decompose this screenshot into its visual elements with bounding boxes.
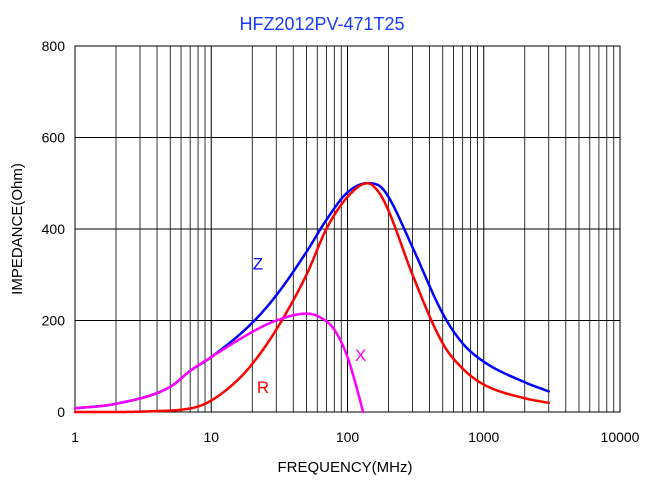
curves bbox=[73, 182, 551, 414]
curve-labels: Z R X bbox=[253, 254, 367, 397]
y-axis-label: IMPEDANCE(Ohm) bbox=[9, 163, 26, 295]
y-tick-label: 400 bbox=[42, 221, 66, 237]
y-tick-label: 200 bbox=[42, 313, 66, 329]
series-r-line bbox=[73, 182, 551, 414]
x-axis-label: FREQUENCY(MHz) bbox=[278, 459, 413, 476]
curve-label-z: Z bbox=[253, 254, 263, 273]
y-tick-label: 600 bbox=[42, 130, 66, 146]
x-tick-label: 10000 bbox=[601, 429, 640, 445]
series-x-line bbox=[73, 312, 365, 414]
x-tick-label: 1000 bbox=[468, 429, 499, 445]
tick-labels: 1 10 100 1000 10000 0 200 400 600 800 bbox=[42, 38, 640, 445]
x-tick-label: 10 bbox=[203, 429, 219, 445]
y-tick-label: 0 bbox=[57, 404, 65, 420]
chart-title: HFZ2012PV-471T25 bbox=[239, 14, 404, 34]
grid bbox=[74, 45, 621, 413]
x-tick-label: 100 bbox=[336, 429, 360, 445]
y-tick-label: 800 bbox=[42, 38, 66, 54]
curve-label-r: R bbox=[257, 378, 269, 397]
x-tick-label: 1 bbox=[71, 429, 79, 445]
curve-label-x: X bbox=[355, 346, 366, 365]
